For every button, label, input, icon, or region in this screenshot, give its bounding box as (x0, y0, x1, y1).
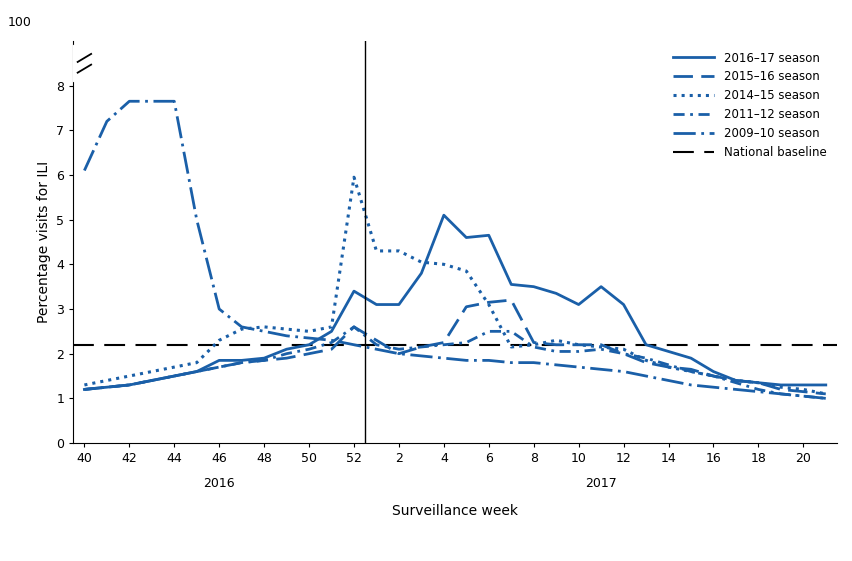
Text: 2016: 2016 (204, 476, 235, 490)
Text: 2017: 2017 (585, 476, 617, 490)
Legend: 2016–17 season, 2015–16 season, 2014–15 season, 2011–12 season, 2009–10 season, : 2016–17 season, 2015–16 season, 2014–15 … (668, 47, 831, 164)
X-axis label: Surveillance week: Surveillance week (392, 504, 518, 518)
Bar (73, 45, 95, 81)
Text: 100: 100 (8, 16, 32, 29)
Y-axis label: Percentage visits for ILI: Percentage visits for ILI (37, 161, 50, 323)
